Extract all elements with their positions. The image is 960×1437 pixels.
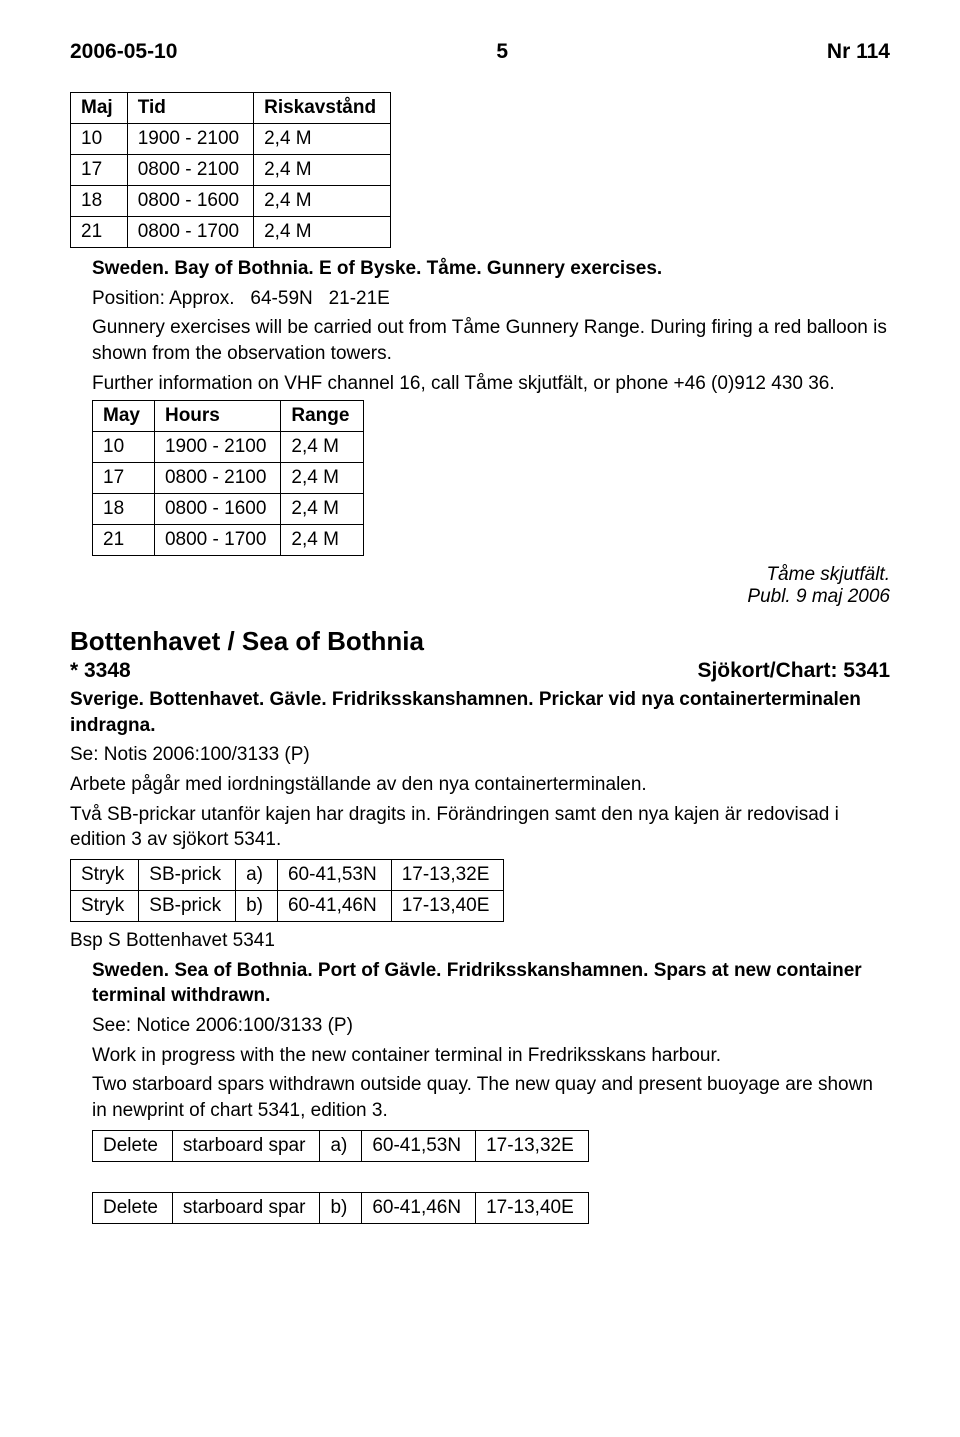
header-page: 5: [496, 40, 508, 64]
english-title-line: Sweden. Bay of Bothnia. E of Byske. Tåme…: [92, 256, 890, 282]
para-gunnery: Gunnery exercises will be carried out fr…: [92, 315, 890, 366]
english-para-2: Work in progress with the new container …: [92, 1043, 890, 1069]
swedish-see-ref: Se: Notis 2006:100/3133 (P): [70, 742, 890, 768]
source-line-1: Tåme skjutfält.: [70, 564, 890, 586]
source-attribution: Tåme skjutfält. Publ. 9 maj 2006: [70, 564, 890, 608]
english-para-3: Two starboard spars withdrawn outside qu…: [92, 1072, 890, 1123]
schedule-table-english: May Hours Range 101900 - 21002,4 M 17080…: [92, 400, 364, 556]
notice-number: * 3348: [70, 659, 131, 683]
table-row: 210800 - 17002,4 M: [93, 525, 364, 556]
col-tid: Tid: [127, 93, 253, 124]
table-row: 180800 - 16002,4 M: [71, 186, 391, 217]
header-issue: Nr 114: [827, 40, 890, 64]
table-row: Delete starboard spar b) 60-41,46N 17-13…: [93, 1192, 589, 1223]
col-risk: Riskavstånd: [254, 93, 391, 124]
table-header-row: Maj Tid Riskavstånd: [71, 93, 391, 124]
col-may: May: [93, 401, 155, 432]
table-row: 101900 - 21002,4 M: [71, 124, 391, 155]
table-row: 180800 - 16002,4 M: [93, 494, 364, 525]
schedule-table-swedish: Maj Tid Riskavstånd 101900 - 21002,4 M 1…: [70, 92, 391, 248]
delete-table-a: Delete starboard spar a) 60-41,53N 17-13…: [92, 1130, 589, 1162]
table-row: Delete starboard spar a) 60-41,53N 17-13…: [93, 1130, 589, 1161]
section-heading: Bottenhavet / Sea of Bothnia: [70, 626, 890, 657]
para-vhf: Further information on VHF channel 16, c…: [92, 371, 890, 397]
english-notice-title: Sweden. Sea of Bothnia. Port of Gävle. F…: [92, 958, 890, 1009]
header-date: 2006-05-10: [70, 40, 177, 64]
table-row: Stryk SB-prick b) 60-41,46N 17-13,40E: [71, 891, 504, 922]
chart-ref: Sjökort/Chart: 5341: [697, 659, 890, 683]
source-line-2: Publ. 9 maj 2006: [70, 586, 890, 608]
col-range: Range: [281, 401, 364, 432]
bsp-line: Bsp S Bottenhavet 5341: [70, 928, 890, 954]
stryk-table: Stryk SB-prick a) 60-41,53N 17-13,32E St…: [70, 859, 504, 922]
table-row: 170800 - 21002,4 M: [71, 155, 391, 186]
position-line: Position: Approx. 64-59N 21-21E: [92, 286, 890, 312]
swedish-para-3: Två SB-prickar utanför kajen har dragits…: [70, 802, 890, 853]
table-row: Stryk SB-prick a) 60-41,53N 17-13,32E: [71, 860, 504, 891]
delete-table-b: Delete starboard spar b) 60-41,46N 17-13…: [92, 1192, 589, 1224]
swedish-para-2: Arbete pågår med iordningställande av de…: [70, 772, 890, 798]
page-header: 2006-05-10 5 Nr 114: [70, 40, 890, 64]
col-hours: Hours: [154, 401, 280, 432]
table-header-row: May Hours Range: [93, 401, 364, 432]
table-row: 210800 - 17002,4 M: [71, 217, 391, 248]
notice-row: * 3348 Sjökort/Chart: 5341: [70, 659, 890, 683]
col-maj: Maj: [71, 93, 128, 124]
page-container: 2006-05-10 5 Nr 114 Maj Tid Riskavstånd …: [0, 0, 960, 1290]
table-row: 170800 - 21002,4 M: [93, 463, 364, 494]
english-see-ref: See: Notice 2006:100/3133 (P): [92, 1013, 890, 1039]
table-row: 101900 - 21002,4 M: [93, 432, 364, 463]
swedish-notice-title: Sverige. Bottenhavet. Gävle. Fridriksska…: [70, 687, 890, 738]
